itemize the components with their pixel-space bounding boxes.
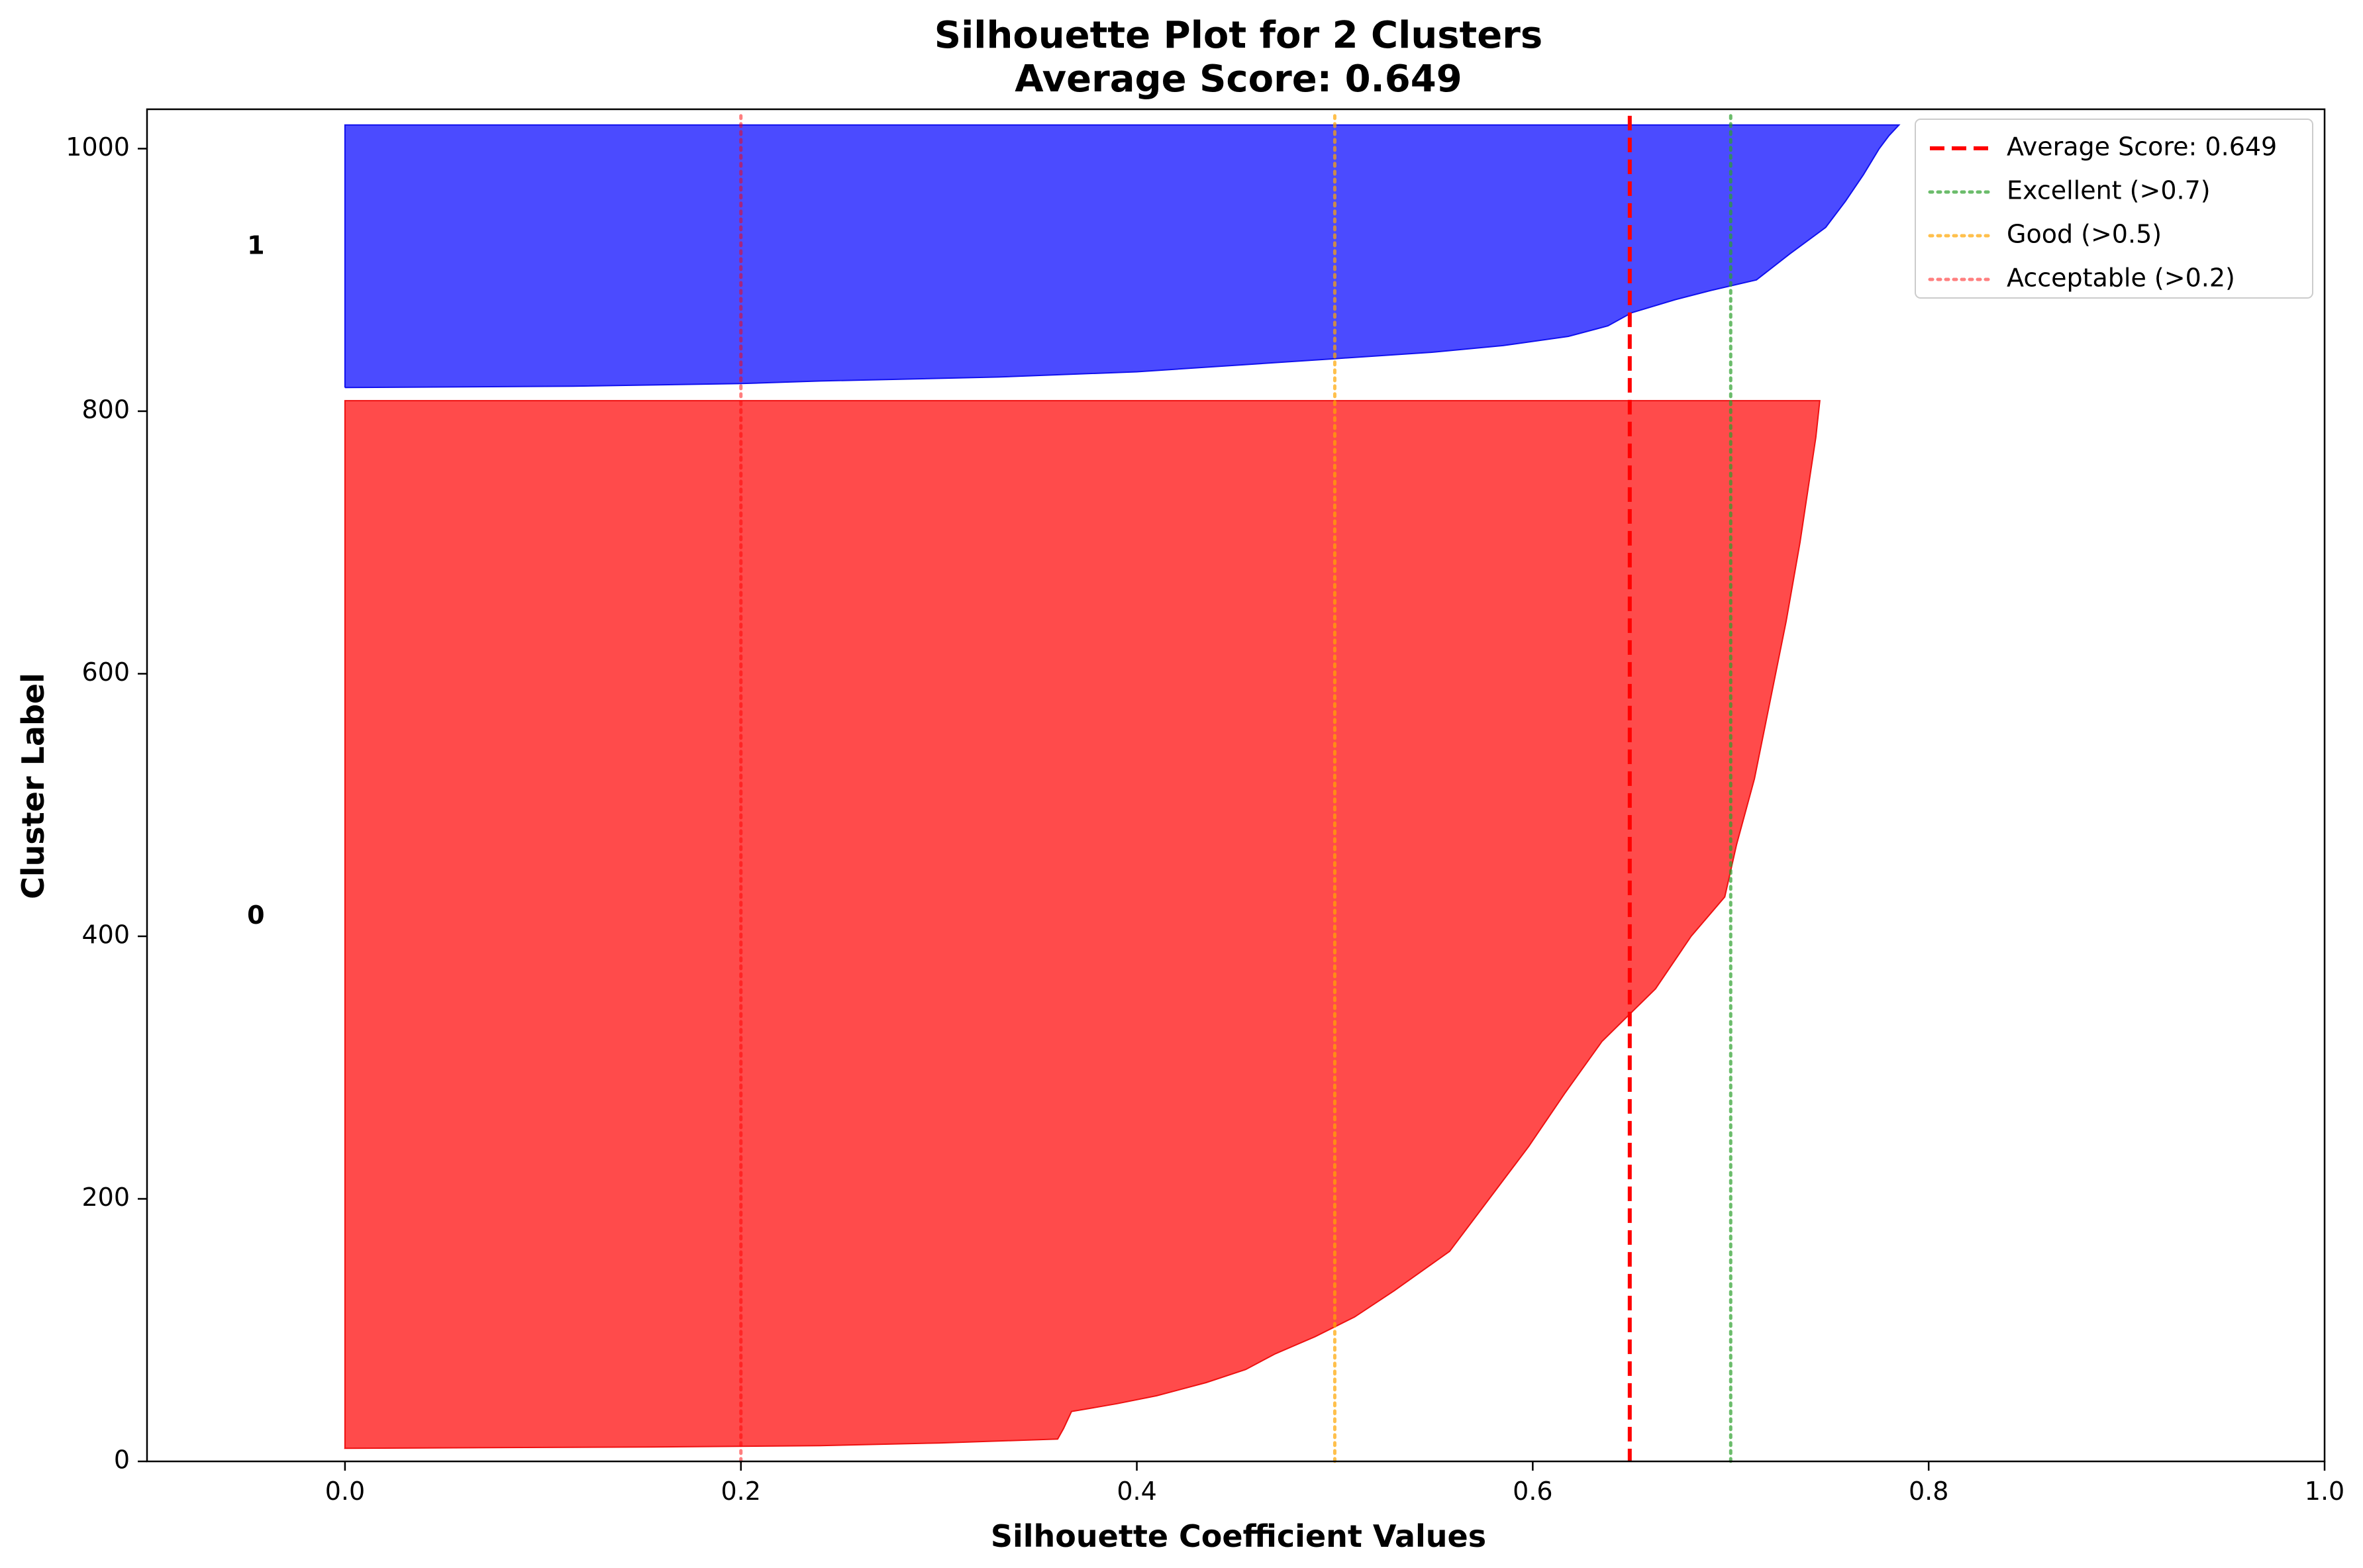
- x-axis-label: Silhouette Coefficient Values: [991, 1518, 1486, 1554]
- cluster-1-silhouette: [344, 124, 1901, 389]
- legend-box: [1915, 119, 2313, 299]
- chart-subtitle: Average Score: 0.649: [1015, 58, 1462, 101]
- legend-entry-label: Acceptable (>0.2): [2007, 264, 2235, 293]
- legend-entry-label: Good (>0.5): [2007, 220, 2162, 249]
- y-axis-label: Cluster Label: [15, 673, 51, 899]
- x-tick-label: 1.0: [2305, 1477, 2344, 1506]
- x-tick-label: 0.4: [1117, 1477, 1156, 1506]
- legend-entry-label: Average Score: 0.649: [2007, 132, 2277, 162]
- y-tick-label: 0: [114, 1446, 130, 1475]
- x-tick-label: 0.0: [325, 1477, 365, 1506]
- y-tick-label: 600: [81, 658, 130, 687]
- x-tick-label: 0.8: [1909, 1477, 1948, 1506]
- cluster-0-label: 0: [247, 901, 264, 930]
- x-tick-label: 0.6: [1513, 1477, 1552, 1506]
- axes-frame: [146, 108, 2326, 1463]
- y-tick-label: 800: [81, 395, 130, 424]
- plot-area: 0 1 0.0 0.2 0.4 0.6 0.8 1.0 0 200 400 600 800 1000: [66, 108, 2344, 1506]
- y-tick-label: 400: [81, 920, 130, 949]
- y-tick-label: 1000: [66, 132, 130, 162]
- legend-entry-label: Excellent (>0.7): [2007, 176, 2211, 205]
- cluster-1-label: 1: [247, 231, 264, 260]
- y-tick-label: 200: [81, 1183, 130, 1212]
- cluster-0-silhouette: [344, 400, 1821, 1449]
- chart-title: Silhouette Plot for 2 Clusters: [934, 14, 1543, 57]
- x-tick-label: 0.2: [721, 1477, 761, 1506]
- legend: Average Score: 0.649 Excellent (>0.7) Good…: [1915, 119, 2313, 299]
